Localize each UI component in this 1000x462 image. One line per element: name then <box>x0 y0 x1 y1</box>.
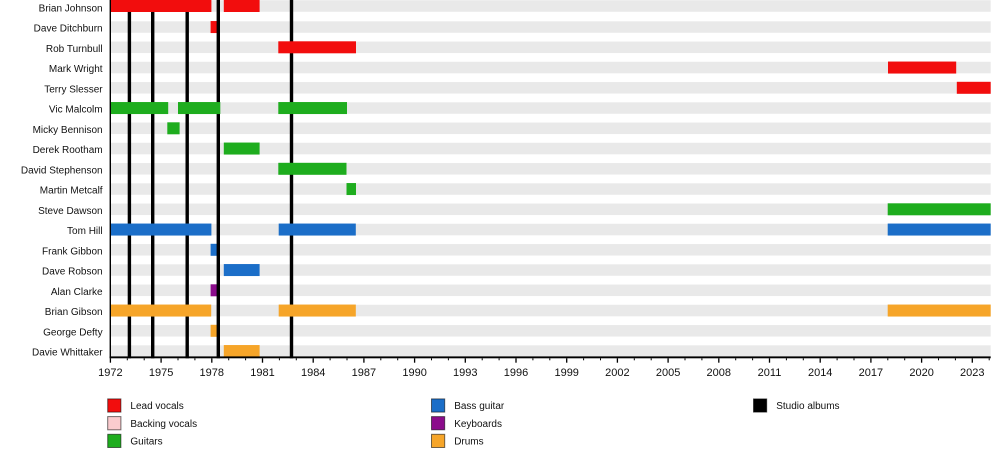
svg-text:Vic Malcolm: Vic Malcolm <box>49 105 103 116</box>
svg-text:1993: 1993 <box>453 367 477 379</box>
svg-text:Martin Metcalf: Martin Metcalf <box>40 186 103 197</box>
svg-text:Frank Gibbon: Frank Gibbon <box>42 246 103 257</box>
svg-text:George Defty: George Defty <box>43 327 102 338</box>
svg-text:Micky Bennison: Micky Bennison <box>33 125 103 136</box>
svg-text:Brian Gibson: Brian Gibson <box>45 307 103 318</box>
svg-text:2005: 2005 <box>656 367 680 379</box>
svg-text:Mark Wright: Mark Wright <box>49 64 103 75</box>
svg-text:Terry Slesser: Terry Slesser <box>44 84 103 95</box>
svg-text:Rob Turnbull: Rob Turnbull <box>46 44 103 55</box>
svg-text:2008: 2008 <box>707 367 731 379</box>
svg-text:Dave Robson: Dave Robson <box>42 267 103 278</box>
svg-text:Tom Hill: Tom Hill <box>67 226 103 237</box>
svg-text:1981: 1981 <box>250 367 274 379</box>
svg-text:Alan Clarke: Alan Clarke <box>51 287 103 298</box>
svg-text:Steve Dawson: Steve Dawson <box>38 206 102 217</box>
svg-text:2011: 2011 <box>758 367 782 379</box>
svg-text:2017: 2017 <box>859 367 883 379</box>
svg-text:Bass guitar: Bass guitar <box>454 401 505 412</box>
svg-text:1978: 1978 <box>200 367 224 379</box>
svg-text:Derek Rootham: Derek Rootham <box>33 145 103 156</box>
svg-text:Studio albums: Studio albums <box>776 401 839 412</box>
svg-text:Guitars: Guitars <box>130 437 162 448</box>
svg-text:1984: 1984 <box>301 367 325 379</box>
svg-text:Drums: Drums <box>454 437 483 448</box>
svg-text:1975: 1975 <box>149 367 173 379</box>
svg-text:Davie Whittaker: Davie Whittaker <box>32 348 103 359</box>
svg-text:Lead vocals: Lead vocals <box>130 401 183 412</box>
svg-text:David Stephenson: David Stephenson <box>21 165 103 176</box>
svg-text:2020: 2020 <box>909 367 933 379</box>
svg-text:1996: 1996 <box>504 367 528 379</box>
svg-text:2002: 2002 <box>605 367 629 379</box>
svg-text:1987: 1987 <box>352 367 376 379</box>
svg-text:Brian Johnson: Brian Johnson <box>39 3 103 14</box>
svg-text:2023: 2023 <box>960 367 984 379</box>
svg-text:Backing vocals: Backing vocals <box>130 419 197 430</box>
svg-text:2014: 2014 <box>808 367 832 379</box>
svg-text:1990: 1990 <box>402 367 426 379</box>
svg-text:1972: 1972 <box>98 367 122 379</box>
svg-text:Keyboards: Keyboards <box>454 419 502 430</box>
svg-text:Dave Ditchburn: Dave Ditchburn <box>34 24 103 35</box>
svg-text:1999: 1999 <box>554 367 578 379</box>
